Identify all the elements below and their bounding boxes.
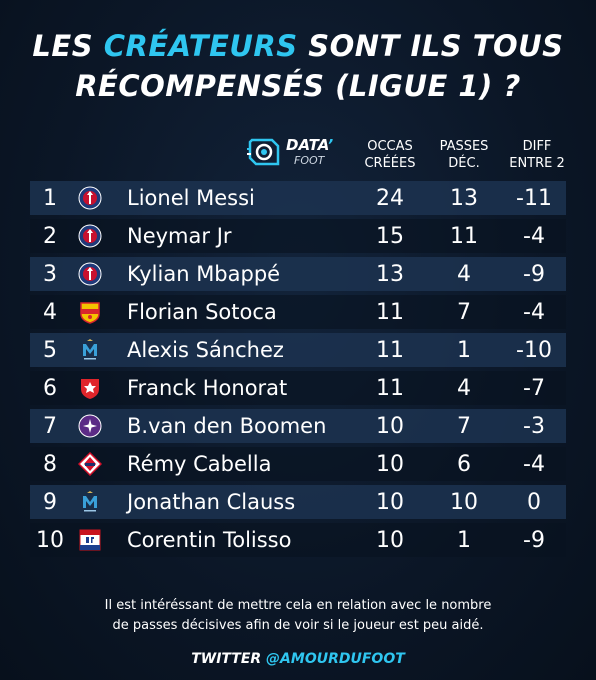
- toulouse-crest-icon: [78, 414, 102, 438]
- psg-crest-icon: [78, 224, 102, 248]
- passes-dec-value: 10: [450, 489, 478, 515]
- data-foot-logo: DATA’ FOOT: [244, 132, 340, 172]
- diff-value: -11: [516, 185, 552, 211]
- player-name: Rémy Cabella: [127, 452, 272, 476]
- psg-crest-icon: [78, 262, 102, 286]
- table-row: 6 Franck Honorat 11 4 -7: [30, 371, 566, 405]
- column-header-occas: OCCAS CRÉÉES: [352, 138, 428, 172]
- table-row: 10 Corentin Tolisso 10 1 -9: [30, 523, 566, 557]
- title-post: SONT ILS TOUS: [297, 29, 564, 63]
- diff-value: -3: [523, 413, 545, 439]
- diff-value: -4: [523, 299, 545, 325]
- diff-value: -4: [523, 451, 545, 477]
- diff-value: -9: [523, 261, 545, 287]
- table-row: 4 Florian Sotoca 11 7 -4: [30, 295, 566, 329]
- logo-main-text: DATA’: [286, 136, 333, 154]
- player-name: B.van den Boomen: [127, 414, 327, 438]
- rank: 8: [43, 451, 57, 477]
- lyon-crest-icon: [78, 528, 102, 552]
- title-accent: CRÉATEURS: [103, 29, 298, 63]
- diff-value: 0: [527, 489, 541, 515]
- passes-dec-value: 4: [457, 375, 471, 401]
- rank: 2: [43, 223, 57, 249]
- twitter-credit: TWITTER @AMOURDUFOOT: [0, 651, 596, 667]
- occas-creees-value: 11: [376, 375, 404, 401]
- twitter-label: TWITTER: [191, 651, 267, 667]
- occas-creees-value: 24: [376, 185, 404, 211]
- player-name: Franck Honorat: [127, 376, 288, 400]
- psg-crest-icon: [78, 186, 102, 210]
- passes-dec-value: 6: [457, 451, 471, 477]
- diff-value: -9: [523, 527, 545, 553]
- title-line-2: RÉCOMPENSÉS (LIGUE 1) ?: [75, 69, 521, 103]
- lens-crest-icon: [78, 300, 102, 324]
- rank: 7: [43, 413, 57, 439]
- occas-creees-value: 10: [376, 451, 404, 477]
- table-row: 3 Kylian Mbappé 13 4 -9: [30, 257, 566, 291]
- player-name: Kylian Mbappé: [127, 262, 281, 286]
- occas-creees-value: 10: [376, 413, 404, 439]
- table-row: 8 Rémy Cabella 10 6 -4: [30, 447, 566, 481]
- rank: 9: [43, 489, 57, 515]
- rank: 10: [36, 527, 64, 553]
- rank: 1: [43, 185, 57, 211]
- table-row: 2 Neymar Jr 15 11 -4: [30, 219, 566, 253]
- passes-dec-value: 13: [450, 185, 478, 211]
- title-pre: LES: [32, 29, 104, 63]
- diff-value: -10: [516, 337, 552, 363]
- column-header-passes-line2: DÉC.: [448, 156, 480, 171]
- rank: 4: [43, 299, 57, 325]
- table-row: 5 Alexis Sánchez 11 1 -10: [30, 333, 566, 367]
- passes-dec-value: 7: [457, 299, 471, 325]
- title-line-1: LES CRÉATEURS SONT ILS TOUS: [0, 26, 596, 66]
- diff-value: -4: [523, 223, 545, 249]
- diff-value: -7: [523, 375, 545, 401]
- footer-note: Il est intéréssant de mettre cela en rel…: [0, 596, 596, 636]
- data-foot-logo-icon: [247, 138, 280, 166]
- column-header-diff-line2: ENTRE 2: [509, 156, 565, 171]
- occas-creees-value: 10: [376, 527, 404, 553]
- page-title: LES CRÉATEURS SONT ILS TOUS RÉCOMPENSÉS …: [0, 26, 596, 106]
- table-row: 9 Jonathan Clauss 10 10 0: [30, 485, 566, 519]
- player-name: Florian Sotoca: [127, 300, 277, 324]
- lille-crest-icon: [78, 452, 102, 476]
- om-crest-icon: [78, 490, 102, 514]
- occas-creees-value: 15: [376, 223, 404, 249]
- passes-dec-value: 11: [450, 223, 478, 249]
- rank: 5: [43, 337, 57, 363]
- rank: 6: [43, 375, 57, 401]
- table-row: 1 Lionel Messi 24 13 -11: [30, 181, 566, 215]
- player-name: Corentin Tolisso: [127, 528, 292, 552]
- footer-line-2: de passes décisives afin de voir si le j…: [112, 618, 484, 633]
- twitter-handle: @AMOURDUFOOT: [266, 651, 405, 667]
- passes-dec-value: 7: [457, 413, 471, 439]
- rank: 3: [43, 261, 57, 287]
- column-header-occas-line2: CRÉÉES: [364, 156, 416, 171]
- om-crest-icon: [78, 338, 102, 362]
- player-name: Neymar Jr: [127, 224, 232, 248]
- reims-crest-icon: [78, 376, 102, 400]
- ranking-table: 1 Lionel Messi 24 13 -11 2 Neymar Jr 15 11 -4 3 Kyl…: [30, 181, 566, 561]
- logo-main: DATA: [286, 136, 328, 154]
- passes-dec-value: 1: [457, 337, 471, 363]
- occas-creees-value: 10: [376, 489, 404, 515]
- column-header-passes: PASSES DÉC.: [428, 138, 500, 172]
- column-header-diff: DIFF ENTRE 2: [500, 138, 574, 172]
- player-name: Jonathan Clauss: [127, 490, 296, 514]
- footer-line-1: Il est intéréssant de mettre cela en rel…: [104, 598, 492, 613]
- column-header-diff-line1: DIFF: [522, 139, 552, 154]
- column-header-passes-line1: PASSES: [439, 139, 489, 154]
- passes-dec-value: 4: [457, 261, 471, 287]
- occas-creees-value: 13: [376, 261, 404, 287]
- player-name: Lionel Messi: [127, 186, 255, 210]
- player-name: Alexis Sánchez: [127, 338, 284, 362]
- occas-creees-value: 11: [376, 337, 404, 363]
- logo-sub-text: FOOT: [294, 154, 325, 167]
- logo-apostrophe: ’: [327, 136, 334, 154]
- passes-dec-value: 1: [457, 527, 471, 553]
- occas-creees-value: 11: [376, 299, 404, 325]
- column-header-occas-line1: OCCAS: [367, 139, 413, 154]
- table-row: 7 B.van den Boomen 10 7 -3: [30, 409, 566, 443]
